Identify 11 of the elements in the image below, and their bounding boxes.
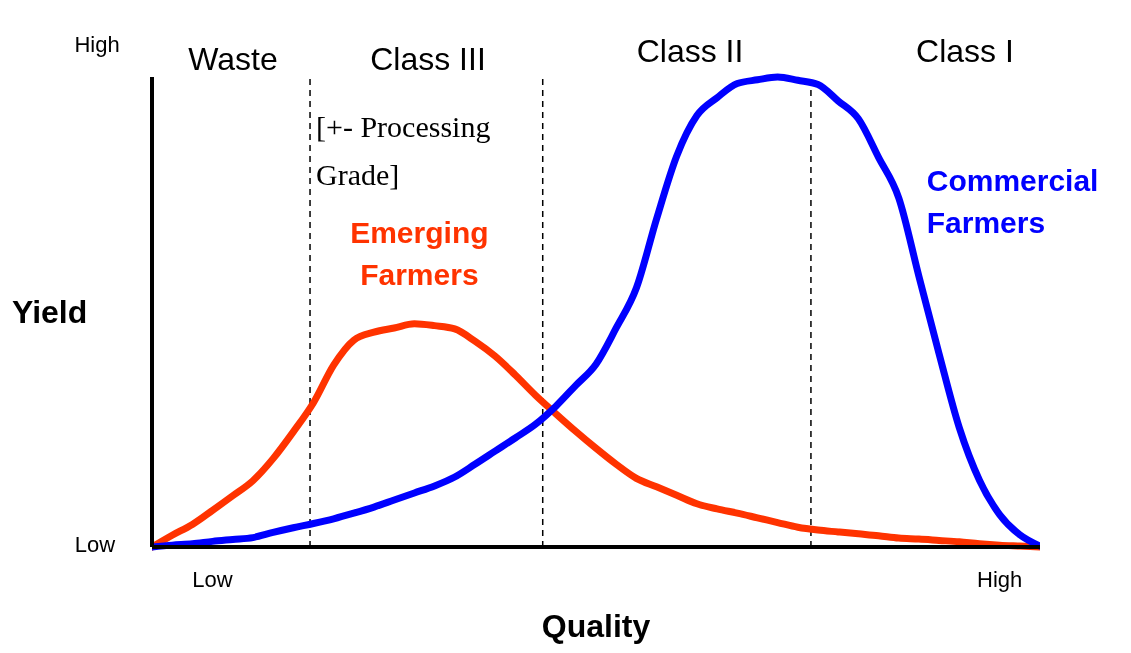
annotation: Waste bbox=[188, 40, 278, 80]
y-axis-title: Yield bbox=[12, 294, 88, 331]
series-label: Commercial Farmers bbox=[926, 163, 1099, 239]
text: Class II bbox=[636, 32, 744, 72]
annotation: [+- Processing Grade] bbox=[316, 109, 492, 193]
text: High bbox=[74, 31, 120, 60]
text: Low bbox=[74, 531, 116, 560]
annotation: Class III bbox=[370, 40, 486, 80]
series-label: Emerging Farmers bbox=[350, 215, 489, 291]
x-axis-title: Quality bbox=[541, 608, 651, 644]
text: Class I bbox=[916, 32, 1014, 72]
